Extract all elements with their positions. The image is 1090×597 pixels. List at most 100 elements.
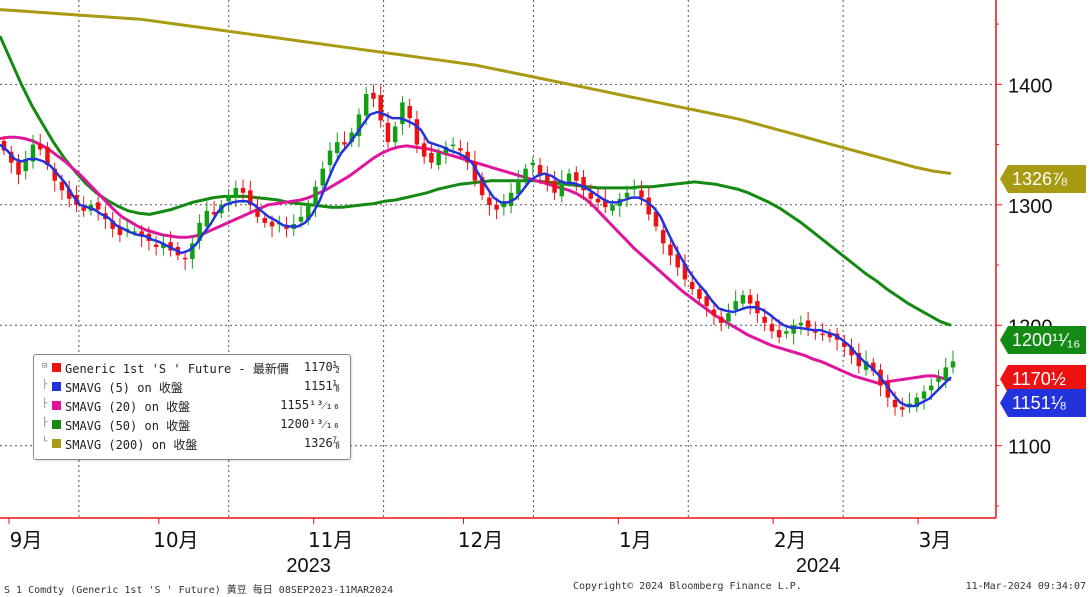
candle-body bbox=[936, 378, 941, 382]
candle-body bbox=[769, 324, 775, 332]
candle-body bbox=[581, 177, 586, 191]
legend-swatch bbox=[52, 439, 61, 448]
candle-body bbox=[363, 93, 369, 116]
candle-body bbox=[421, 143, 427, 157]
price-tag-sma200: 1326⅞ bbox=[1000, 165, 1086, 193]
candle-body bbox=[204, 210, 210, 227]
candle-body bbox=[733, 301, 738, 310]
candle-body bbox=[458, 148, 463, 151]
candle-body bbox=[921, 391, 927, 399]
candle-body bbox=[95, 202, 101, 210]
candle-body bbox=[262, 218, 268, 223]
candle-body bbox=[566, 173, 572, 182]
candle-body bbox=[813, 331, 818, 333]
candle-body bbox=[863, 361, 869, 370]
candle-body bbox=[603, 199, 608, 208]
x-year-label: 2024 bbox=[796, 555, 841, 577]
legend-label: SMAVG (200) on 收盤 bbox=[65, 438, 198, 452]
candle-body bbox=[327, 150, 333, 166]
candle-body bbox=[516, 180, 521, 194]
legend: ⊟ Generic 1st 'S ' Future - 最新價 1170½ ├ … bbox=[33, 354, 351, 460]
candle-body bbox=[37, 144, 43, 150]
candle-body bbox=[798, 322, 804, 326]
candle-body bbox=[429, 152, 434, 163]
legend-label: SMAVG (20) on 收盤 bbox=[65, 400, 191, 414]
candle-body bbox=[632, 187, 637, 190]
candle-body bbox=[16, 161, 21, 175]
candle-body bbox=[523, 168, 528, 180]
y-axis: 1100120013001400 bbox=[995, 0, 1053, 518]
series-line bbox=[0, 8, 952, 175]
candle-body bbox=[313, 186, 318, 206]
candle-body bbox=[487, 197, 492, 205]
x-tick-label: 11月 bbox=[308, 528, 353, 552]
price-tag-last: 1170½ bbox=[1000, 365, 1086, 393]
candle-body bbox=[849, 346, 854, 356]
candle-body bbox=[306, 204, 311, 221]
candle-body bbox=[233, 187, 239, 198]
x-year-label: 2023 bbox=[286, 555, 331, 577]
legend-value: 1200¹³⁄₁₆ bbox=[280, 417, 340, 431]
candle-body bbox=[791, 325, 796, 334]
candle-body bbox=[161, 243, 166, 249]
legend-item-price: ⊟ Generic 1st 'S ' Future - 最新價 1170½ bbox=[42, 359, 346, 376]
candle-body bbox=[1, 140, 7, 151]
tree-branch-icon: ├ bbox=[42, 380, 48, 390]
y-tick-label: 1100 bbox=[1008, 437, 1051, 459]
legend-swatch bbox=[52, 420, 61, 429]
candle-body bbox=[646, 197, 651, 215]
candle-body bbox=[248, 190, 253, 205]
candle-body bbox=[450, 144, 456, 147]
candle-body bbox=[668, 244, 673, 256]
candle-body bbox=[190, 243, 195, 259]
candle-body bbox=[342, 142, 347, 145]
candle-body bbox=[595, 198, 601, 203]
candle-body bbox=[182, 257, 188, 260]
candle-body bbox=[537, 165, 543, 175]
legend-item-sma200: └ SMAVG (200) on 收盤 1326⅞ bbox=[42, 435, 346, 452]
candle-body bbox=[675, 254, 680, 268]
candle-body bbox=[639, 190, 644, 198]
x-tick-label: 2月 bbox=[774, 528, 807, 552]
candle-body bbox=[682, 263, 688, 280]
candle-body bbox=[892, 399, 898, 408]
tree-minus-icon[interactable]: ⊟ bbox=[42, 361, 48, 371]
legend-value: 1151⅛ bbox=[303, 379, 340, 393]
candle-body bbox=[132, 231, 137, 233]
legend-item-sma20: ├ SMAVG (20) on 收盤 1155¹³⁄₁₆ bbox=[42, 397, 346, 414]
candle-body bbox=[501, 202, 507, 208]
candle-body bbox=[697, 289, 702, 299]
sma5-series bbox=[0, 110, 952, 408]
candle-body bbox=[588, 192, 594, 199]
candle-body bbox=[153, 244, 159, 247]
candle-body bbox=[805, 320, 811, 328]
candle-body bbox=[45, 146, 50, 166]
candle-body bbox=[545, 174, 550, 184]
legend-label: SMAVG (50) on 收盤 bbox=[65, 419, 191, 433]
candle-body bbox=[704, 296, 709, 306]
candle-body bbox=[66, 189, 72, 199]
candle-body bbox=[23, 159, 28, 172]
candle-body bbox=[298, 216, 304, 222]
series-line bbox=[0, 35, 952, 327]
x-tick-label: 12月 bbox=[458, 528, 503, 552]
footer-timestamp: 11-Mar-2024 09:34:07 bbox=[965, 581, 1086, 592]
legend-value: 1155¹³⁄₁₆ bbox=[280, 398, 340, 412]
candle-body bbox=[81, 207, 86, 211]
candle-body bbox=[371, 92, 376, 99]
candle-body bbox=[762, 316, 767, 323]
candle-body bbox=[610, 204, 615, 211]
x-tick-label: 3月 bbox=[919, 528, 952, 552]
candle-body bbox=[334, 142, 340, 153]
candle-body bbox=[465, 151, 470, 163]
candle-body bbox=[929, 385, 934, 391]
legend-value: 1326⅞ bbox=[303, 436, 340, 450]
candle-body bbox=[378, 95, 383, 121]
candle-body bbox=[900, 407, 905, 410]
candle-body bbox=[52, 168, 57, 181]
x-tick-label: 10月 bbox=[153, 528, 198, 552]
candle-body bbox=[552, 180, 557, 193]
candle-body bbox=[871, 362, 876, 372]
candle-body bbox=[197, 222, 202, 241]
candle-body bbox=[827, 333, 833, 338]
